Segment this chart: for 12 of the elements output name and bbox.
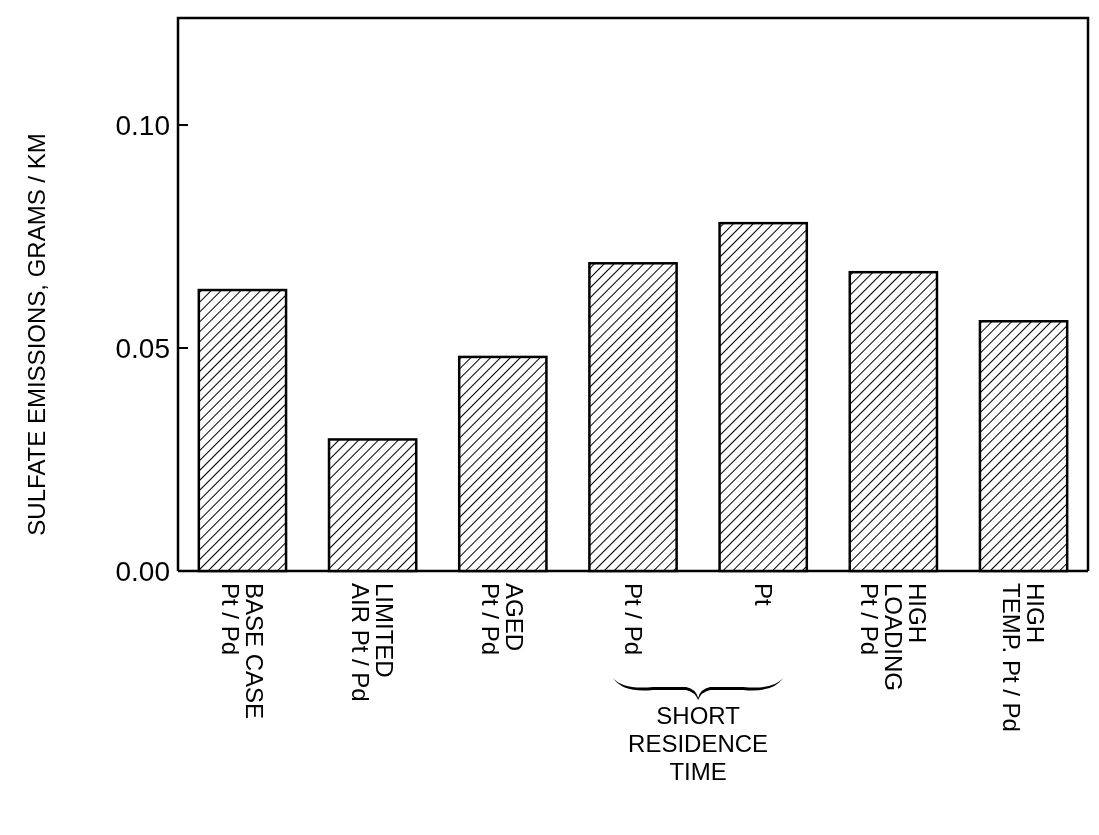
y-tick-label: 0.00 — [115, 555, 170, 587]
x-tick-label: Pt / Pd — [619, 583, 647, 656]
y-tick-label: 0.05 — [115, 332, 170, 364]
x-tick-label: LIMITED AIR Pt / Pd — [347, 583, 399, 702]
x-tick-label: HIGH TEMP. Pt / Pd — [998, 583, 1050, 732]
x-tick-label: Pt — [749, 583, 777, 607]
y-tick-label: 0.10 — [115, 109, 170, 141]
x-tick-label: HIGH LOADING Pt / Pd — [855, 583, 931, 692]
x-tick-label: BASE CASE Pt / Pd — [217, 583, 269, 720]
x-tick-label: AGED Pt / Pd — [477, 583, 529, 656]
y-axis-title: SULFATE EMISSIONS, GRAMS / KM — [22, 133, 50, 536]
text: SHORT RESIDENCE TIME — [628, 702, 769, 785]
